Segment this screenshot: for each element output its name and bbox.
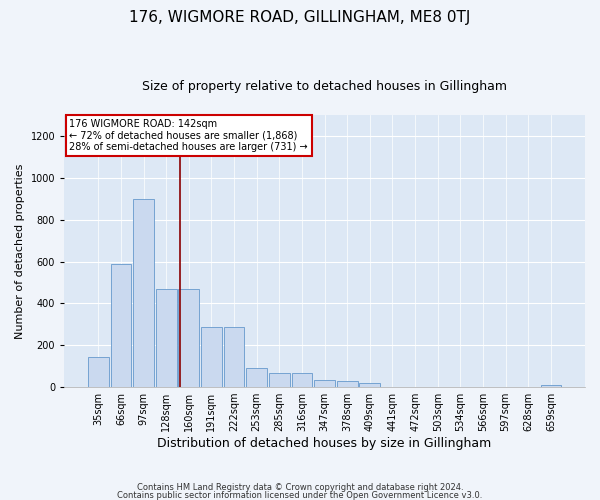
Bar [359, 384, 380, 387]
Text: 176, WIGMORE ROAD, GILLINGHAM, ME8 0TJ: 176, WIGMORE ROAD, GILLINGHAM, ME8 0TJ [130, 10, 470, 25]
Bar [201, 328, 222, 387]
Bar [156, 288, 176, 387]
Bar [224, 328, 244, 387]
Text: 176 WIGMORE ROAD: 142sqm
← 72% of detached houses are smaller (1,868)
28% of sem: 176 WIGMORE ROAD: 142sqm ← 72% of detach… [70, 119, 308, 152]
Bar [541, 386, 562, 387]
Bar [178, 288, 199, 387]
Bar [88, 356, 109, 387]
Bar [292, 374, 313, 387]
Bar [246, 368, 267, 387]
Title: Size of property relative to detached houses in Gillingham: Size of property relative to detached ho… [142, 80, 507, 93]
Bar [110, 264, 131, 387]
Y-axis label: Number of detached properties: Number of detached properties [15, 164, 25, 338]
Text: Contains public sector information licensed under the Open Government Licence v3: Contains public sector information licen… [118, 490, 482, 500]
Bar [314, 380, 335, 387]
Bar [133, 198, 154, 387]
Text: Contains HM Land Registry data © Crown copyright and database right 2024.: Contains HM Land Registry data © Crown c… [137, 484, 463, 492]
Bar [337, 381, 358, 387]
Bar [269, 374, 290, 387]
X-axis label: Distribution of detached houses by size in Gillingham: Distribution of detached houses by size … [157, 437, 492, 450]
